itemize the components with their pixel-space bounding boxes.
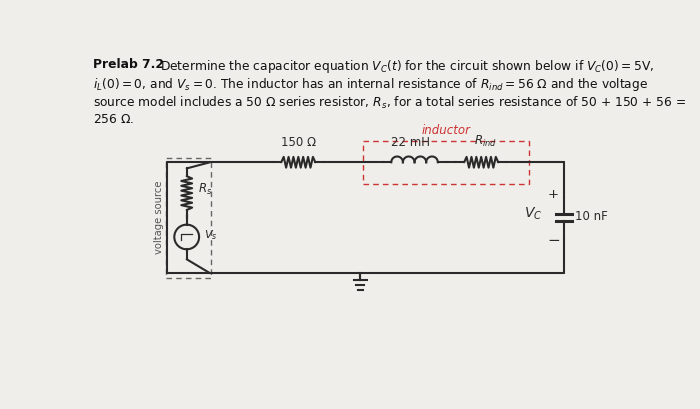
Text: $R_{ind}$: $R_{ind}$ [474, 134, 496, 149]
Text: 10 nF: 10 nF [575, 210, 608, 222]
Text: 22 mH: 22 mH [391, 136, 430, 149]
Text: 256 $\Omega$.: 256 $\Omega$. [93, 112, 134, 126]
Text: source model includes a 50 $\Omega$ series resistor, $R_s$, for a total series r: source model includes a 50 $\Omega$ seri… [93, 94, 686, 110]
Bar [166, 157, 211, 278]
Text: $i_L(0) = 0$, and $V_s = 0$. The inductor has an internal resistance of $R_{ind}: $i_L(0) = 0$, and $V_s = 0$. The inducto… [93, 76, 648, 93]
Text: $R_s$: $R_s$ [197, 182, 212, 197]
Bar [363, 141, 529, 184]
Text: 150 Ω: 150 Ω [281, 136, 316, 149]
Text: Determine the capacitor equation $V_C(t)$ for the circuit shown below if $V_C(0): Determine the capacitor equation $V_C(t)… [160, 58, 654, 75]
Text: Prelab 7.2: Prelab 7.2 [93, 58, 164, 71]
Text: $V_C$: $V_C$ [524, 206, 542, 222]
Text: −: − [547, 233, 560, 248]
Text: inductor: inductor [422, 124, 471, 137]
Text: +: + [548, 188, 559, 201]
Text: voltage source: voltage source [154, 181, 164, 254]
Text: $V_s$: $V_s$ [204, 229, 217, 242]
